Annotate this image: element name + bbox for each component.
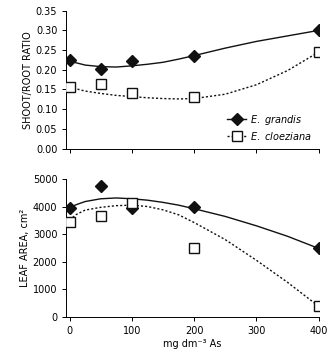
Y-axis label: LEAF AREA, cm²: LEAF AREA, cm² [20,209,30,287]
X-axis label: mg dm⁻³ As: mg dm⁻³ As [163,339,222,349]
Y-axis label: SHOOT/ROOT RATIO: SHOOT/ROOT RATIO [23,31,33,129]
Legend: $\it{E.\ grandis}$, $\it{E.\ cloeziana}$: $\it{E.\ grandis}$, $\it{E.\ cloeziana}$ [225,111,314,144]
